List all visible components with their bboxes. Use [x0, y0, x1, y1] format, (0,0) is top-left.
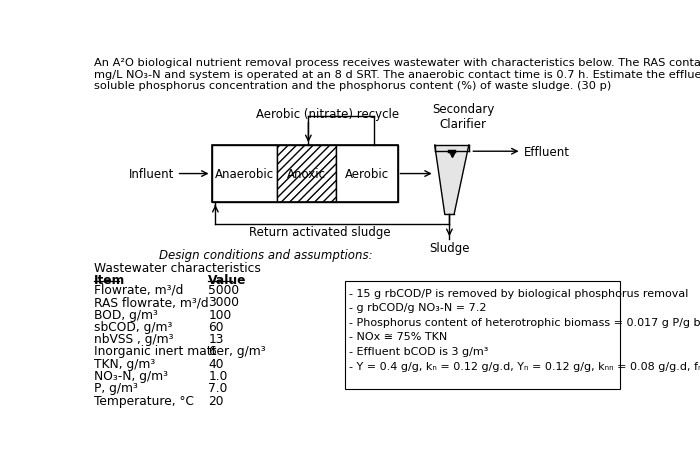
Text: Wastewater characteristics: Wastewater characteristics [94, 261, 260, 274]
Text: Effluent: Effluent [524, 146, 570, 158]
Text: TKN, g/m³: TKN, g/m³ [94, 357, 155, 370]
Text: sbCOD, g/m³: sbCOD, g/m³ [94, 320, 172, 333]
Text: - Effluent bCOD is 3 g/m³: - Effluent bCOD is 3 g/m³ [349, 346, 488, 356]
Text: 6: 6 [209, 345, 216, 358]
Text: Aerobic (nitrate) recycle: Aerobic (nitrate) recycle [256, 107, 399, 120]
Text: 40: 40 [209, 357, 224, 370]
Text: RAS flowrate, m³/d: RAS flowrate, m³/d [94, 296, 209, 308]
Text: - Phosphorus content of heterotrophic biomass = 0.017 g P/g biomass: - Phosphorus content of heterotrophic bi… [349, 317, 700, 327]
Text: NO₃-N, g/m³: NO₃-N, g/m³ [94, 369, 168, 382]
Text: 1.0: 1.0 [209, 369, 228, 382]
Text: Value: Value [209, 273, 247, 286]
Text: 100: 100 [209, 308, 232, 321]
Text: Influent: Influent [129, 168, 174, 181]
Bar [277, 146, 335, 202]
Text: - Y = 0.4 g/g, kₙ = 0.12 g/g.d, Yₙ = 0.12 g/g, kₙₙ = 0.08 g/g.d, fₙ = 0.15 g/g: - Y = 0.4 g/g, kₙ = 0.12 g/g.d, Yₙ = 0.1… [349, 361, 700, 371]
Text: nbVSS , g/m³: nbVSS , g/m³ [94, 332, 173, 346]
Text: P, g/m³: P, g/m³ [94, 381, 138, 395]
Text: 20: 20 [209, 394, 224, 407]
Text: BOD, g/m³: BOD, g/m³ [94, 308, 158, 321]
Text: Anoxic: Anoxic [287, 168, 326, 181]
Text: 60: 60 [209, 320, 224, 333]
Text: Inorganic inert matter, g/m³: Inorganic inert matter, g/m³ [94, 345, 265, 358]
Bar [345, 282, 620, 389]
Text: Aerobic: Aerobic [344, 168, 388, 181]
Text: An A²O biological nutrient removal process receives wastewater with characterist: An A²O biological nutrient removal proce… [94, 58, 700, 91]
Text: 13: 13 [209, 332, 224, 346]
Text: Secondary
Clarifier: Secondary Clarifier [432, 102, 495, 130]
Bar [211, 146, 277, 202]
Text: 7.0: 7.0 [209, 381, 228, 395]
Text: Design conditions and assumptions:: Design conditions and assumptions: [159, 249, 372, 262]
Text: Temperature, °C: Temperature, °C [94, 394, 194, 407]
Text: Anaerobic: Anaerobic [215, 168, 274, 181]
Polygon shape [435, 146, 469, 215]
Text: - g rbCOD/g NO₃-N = 7.2: - g rbCOD/g NO₃-N = 7.2 [349, 302, 486, 313]
Text: Item: Item [94, 273, 125, 286]
Text: Sludge: Sludge [429, 241, 470, 254]
Text: - NOx ≅ 75% TKN: - NOx ≅ 75% TKN [349, 332, 447, 341]
Text: - 15 g rbCOD/P is removed by biological phosphorus removal: - 15 g rbCOD/P is removed by biological … [349, 288, 688, 298]
Text: Flowrate, m³/d: Flowrate, m³/d [94, 283, 183, 296]
Text: Return activated sludge: Return activated sludge [249, 226, 391, 239]
Bar [335, 146, 398, 202]
Text: 5000: 5000 [209, 283, 239, 296]
Text: 3000: 3000 [209, 296, 239, 308]
Bar [211, 146, 398, 202]
